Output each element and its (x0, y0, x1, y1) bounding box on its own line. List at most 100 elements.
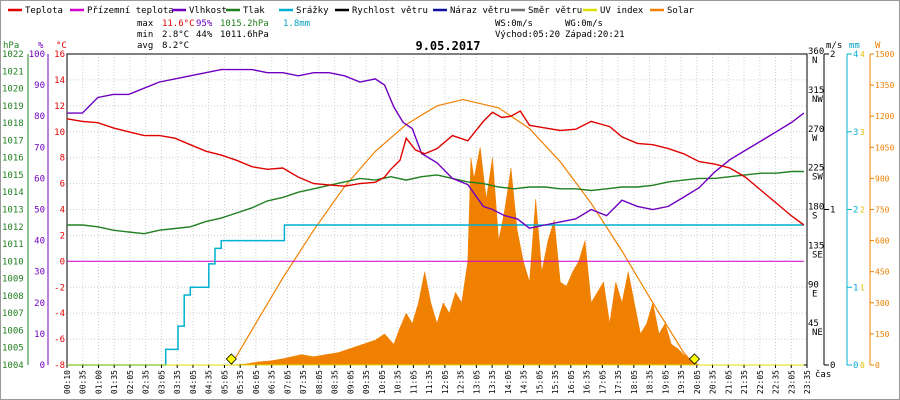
sunrise-marker (225, 353, 237, 365)
temp-tick: 16 (54, 50, 65, 60)
solar-tick: 1500 (875, 50, 894, 59)
solar-tick: 600 (875, 237, 890, 246)
x-tick-label: 08:35 (331, 370, 340, 394)
hum-tick: 0 (40, 361, 45, 371)
x-tick-label: 12:05 (441, 370, 450, 394)
x-tick-label: 07:35 (299, 370, 308, 394)
x-axis-label: čas (815, 369, 831, 380)
hum-tick: 30 (34, 268, 45, 278)
sunset-marker (688, 353, 701, 365)
dir-tick: 180 (808, 203, 824, 213)
dir-tick: 90 (808, 280, 819, 290)
stat-value: 44% (196, 30, 213, 40)
uv-tick: 2 (860, 206, 865, 215)
uv-tick: 1 (860, 283, 865, 292)
x-tick-label: 18:35 (646, 370, 655, 394)
dir-tick: 45 (808, 319, 819, 329)
press-tick: 1004 (2, 361, 24, 371)
x-tick-label: 10:35 (394, 370, 403, 394)
axis-unit-press: hPa (3, 41, 19, 51)
solar-tick: 1200 (875, 112, 894, 121)
temp-tick: 2 (60, 231, 65, 241)
hum-tick: 40 (34, 237, 45, 247)
stat-label: max (137, 19, 154, 29)
solar-tick: 300 (875, 299, 890, 308)
press-tick: 1011 (2, 240, 24, 250)
temperature-line (66, 110, 805, 226)
stat-value: 11.6°C (162, 19, 195, 29)
press-tick: 1015 (2, 171, 24, 181)
dir-tick: 225 (808, 164, 824, 174)
x-tick-label: 02:05 (126, 370, 135, 394)
x-tick-label: 13:35 (488, 370, 497, 394)
x-tick-label: 19:05 (661, 370, 670, 394)
x-tick-label: 15:35 (551, 370, 560, 394)
rain-tick: 2 (853, 206, 858, 216)
solar-tick: 150 (875, 330, 890, 339)
dir-tick: 270 (808, 125, 824, 135)
x-tick-label: 09:35 (362, 370, 371, 394)
press-tick: 1009 (2, 275, 24, 285)
wind-gust-text: WG:0m/s (565, 19, 603, 29)
x-tick-label: 14:05 (504, 370, 513, 394)
hum-tick: 70 (34, 143, 45, 153)
legend-label: UV index (600, 6, 644, 16)
x-tick-label: 06:05 (252, 370, 261, 394)
legend-label: Srážky (296, 6, 329, 16)
hum-tick: 20 (34, 299, 45, 309)
temp-tick: -6 (54, 335, 65, 345)
temp-tick: -4 (54, 309, 65, 319)
press-tick: 1014 (2, 188, 24, 198)
press-tick: 1019 (2, 102, 24, 112)
solar-tick: 450 (875, 268, 890, 277)
x-tick-label: 04:35 (205, 370, 214, 394)
wind-speed-text: WS:0m/s (495, 19, 533, 29)
dir-label: NW (812, 95, 823, 105)
stat-label: min (137, 30, 153, 40)
uv-tick: 3 (860, 128, 865, 137)
uv-tick: 0 (860, 361, 865, 370)
hum-tick: 90 (34, 81, 45, 91)
humidity-line (67, 68, 805, 229)
rain-tick: 0 (853, 361, 858, 371)
x-tick-label: 17:05 (598, 370, 607, 394)
axis-unit-hum: % (38, 41, 44, 51)
press-tick: 1018 (2, 119, 24, 129)
x-tick-label: 16:05 (567, 370, 576, 394)
x-tick-label: 23:35 (803, 370, 812, 394)
hum-tick: 60 (34, 174, 45, 184)
dir-label: S (812, 212, 817, 222)
dir-tick: 315 (808, 86, 824, 96)
legend-label: Teplota (25, 6, 63, 16)
legend-label: Směr větru (528, 6, 582, 16)
wind-tick: 1 (830, 206, 835, 216)
temp-tick: 10 (54, 128, 65, 138)
x-tick-label: 05:05 (220, 370, 229, 394)
x-tick-label: 11:35 (425, 370, 434, 394)
solar-tick: 1050 (875, 143, 894, 152)
x-tick-label: 10:05 (378, 370, 387, 394)
stat-value: 1015.2hPa (220, 19, 269, 29)
solar-theory-line (230, 98, 695, 366)
legend-label: Vlhkost (189, 6, 227, 16)
press-tick: 1017 (2, 136, 24, 146)
x-tick-label: 03:05 (157, 370, 166, 394)
rain-tick: 4 (853, 50, 858, 60)
x-tick-label: 13:05 (472, 370, 481, 394)
solar-tick: 750 (875, 206, 890, 215)
legend-label: Tlak (243, 6, 265, 16)
solar-tick: 900 (875, 174, 890, 183)
x-tick-label: 14:35 (520, 370, 529, 394)
press-tick: 1007 (2, 309, 24, 319)
solar-tick: 0 (875, 361, 880, 370)
press-tick: 1021 (2, 67, 24, 77)
hum-tick: 100 (29, 50, 45, 60)
x-tick-label: 00:35 (79, 370, 88, 394)
temp-tick: 8 (60, 154, 65, 164)
x-tick-label: 09:05 (346, 370, 355, 394)
dir-label: E (812, 289, 817, 299)
axis-unit-wind: m/s (826, 41, 842, 51)
temp-tick: 6 (60, 180, 65, 190)
hum-tick: 80 (34, 112, 45, 122)
